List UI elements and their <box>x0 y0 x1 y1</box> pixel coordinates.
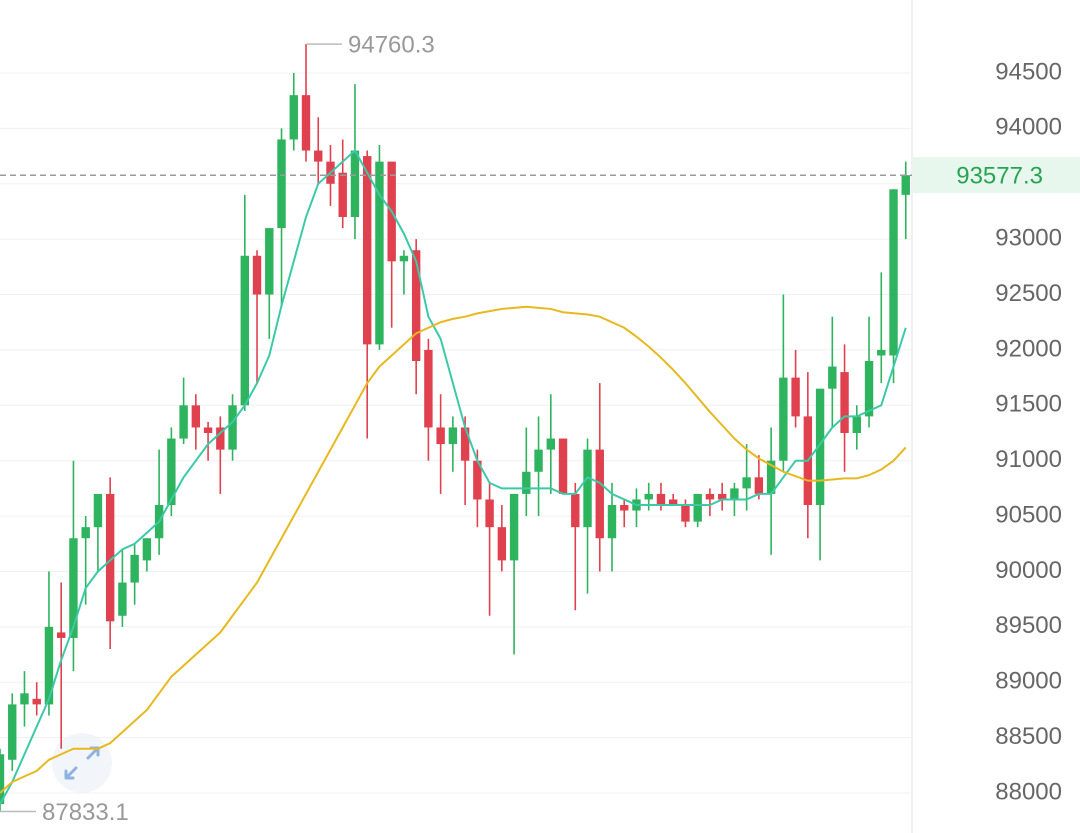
candle-body <box>766 460 776 494</box>
y-tick-label: 88500 <box>995 723 1062 750</box>
candle-body <box>583 449 592 528</box>
candle-body <box>216 427 225 450</box>
candle-body <box>644 493 653 500</box>
moving-average-line <box>0 305 907 794</box>
candle-body <box>669 499 678 506</box>
candle-body <box>289 95 298 140</box>
candle-body <box>571 493 580 528</box>
y-tick-label: 91500 <box>995 391 1062 418</box>
candle-body <box>473 460 482 500</box>
candle-body <box>558 438 568 494</box>
candle-body <box>717 493 727 500</box>
candle-body <box>424 349 433 428</box>
candle-body <box>754 477 764 494</box>
moving-average-line <box>0 148 907 805</box>
candle-body <box>901 175 910 195</box>
candle-body <box>179 405 188 439</box>
y-tick-label: 92000 <box>995 335 1062 362</box>
candle-body <box>265 228 274 295</box>
candle-body <box>191 405 201 428</box>
candle-body <box>864 361 874 417</box>
candle-body <box>485 499 494 528</box>
candle-body <box>105 493 115 622</box>
y-tick-label: 93000 <box>995 224 1062 251</box>
low-label: 87833.1 <box>42 799 129 826</box>
candle-body <box>399 255 409 262</box>
candle-body <box>791 377 800 417</box>
y-tick-label: 88000 <box>995 778 1062 805</box>
candle-body <box>8 704 17 760</box>
y-tick-label: 90500 <box>995 501 1062 528</box>
high-label: 94760.3 <box>348 32 435 59</box>
candle-body <box>0 754 5 805</box>
candle-body <box>81 527 90 539</box>
candle-body <box>497 527 507 561</box>
candle-body <box>240 255 249 406</box>
candle-body <box>607 505 617 539</box>
candle-body <box>534 449 543 472</box>
candle-body <box>620 505 629 511</box>
candle-body <box>93 493 103 528</box>
y-tick-label: 89500 <box>995 612 1062 639</box>
candle-body <box>44 626 54 705</box>
candle-body <box>277 139 286 229</box>
candle-body <box>69 538 78 638</box>
candle-body <box>889 189 898 356</box>
y-tick-label: 92500 <box>995 280 1062 307</box>
y-tick-label: 89000 <box>995 668 1062 695</box>
expand-icon <box>64 746 100 780</box>
candle-body <box>20 693 29 705</box>
candle-body <box>436 427 445 445</box>
candle-body <box>301 95 311 151</box>
candle-body <box>828 366 837 389</box>
candle-body <box>852 416 861 434</box>
candle-body <box>228 405 237 450</box>
candle-body <box>840 372 849 434</box>
candle-body <box>118 582 127 616</box>
candle-body <box>460 427 470 461</box>
candle-body <box>815 388 825 506</box>
candle-body <box>595 449 604 539</box>
candle-body <box>57 632 66 638</box>
candle-body <box>693 493 702 522</box>
y-tick-label: 91000 <box>995 446 1062 473</box>
y-tick-label: 94500 <box>995 58 1062 85</box>
candle-body <box>742 477 751 489</box>
candle-body <box>203 427 213 434</box>
candle-body <box>363 156 372 345</box>
candle-body <box>656 493 666 506</box>
candle-body <box>130 554 139 583</box>
candle-body <box>522 471 531 494</box>
candle-body <box>681 505 690 522</box>
candle-body <box>546 438 555 450</box>
candle-body <box>314 150 323 162</box>
last-price-tag <box>913 157 1080 194</box>
y-tick-label: 90000 <box>995 557 1062 584</box>
candle-body <box>730 488 739 500</box>
last-price-label: 93577.3 <box>956 163 1043 190</box>
candle-body <box>167 438 176 506</box>
candle-body <box>509 493 519 561</box>
candle-body <box>350 150 360 218</box>
candle-body <box>411 250 421 362</box>
candle-body <box>877 349 886 356</box>
y-tick-label: 94000 <box>995 114 1062 141</box>
candle-body <box>252 255 262 295</box>
candle-body <box>142 538 152 561</box>
candle-body <box>338 172 347 218</box>
candle-body <box>448 427 458 445</box>
candle-body <box>375 161 384 345</box>
candle-body <box>779 377 788 461</box>
candle-body <box>705 493 715 500</box>
candle-body <box>32 698 41 705</box>
